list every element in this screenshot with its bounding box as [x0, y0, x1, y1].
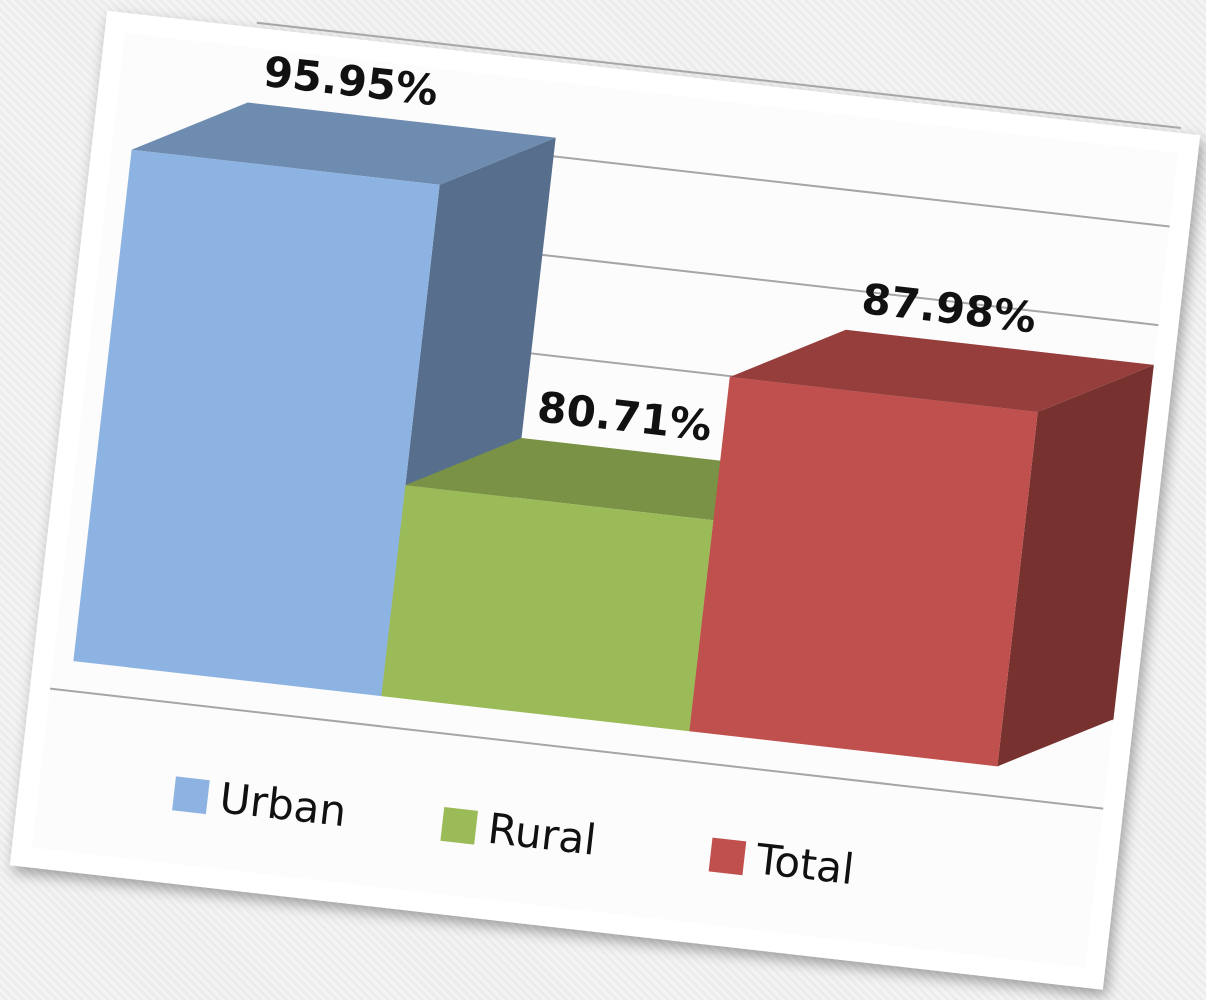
legend-swatch: [708, 837, 747, 876]
legend-swatch: [440, 806, 479, 845]
bar-top: [131, 102, 556, 185]
bar-top: [729, 329, 1154, 413]
grid-line: [256, 21, 1181, 130]
legend-label: Total: [753, 834, 857, 894]
legend-label: Rural: [485, 804, 598, 865]
bar: [381, 485, 714, 732]
card: 95.95%80.71%87.98%Urban Rural Total: [9, 10, 1201, 990]
bar: [689, 376, 1038, 767]
bar: [73, 149, 440, 697]
legend-swatch: [172, 776, 210, 815]
plot: 95.95%80.71%87.98%Urban Rural Total: [49, 21, 1181, 894]
bar-side: [997, 364, 1154, 767]
floor-line: [49, 687, 1104, 810]
